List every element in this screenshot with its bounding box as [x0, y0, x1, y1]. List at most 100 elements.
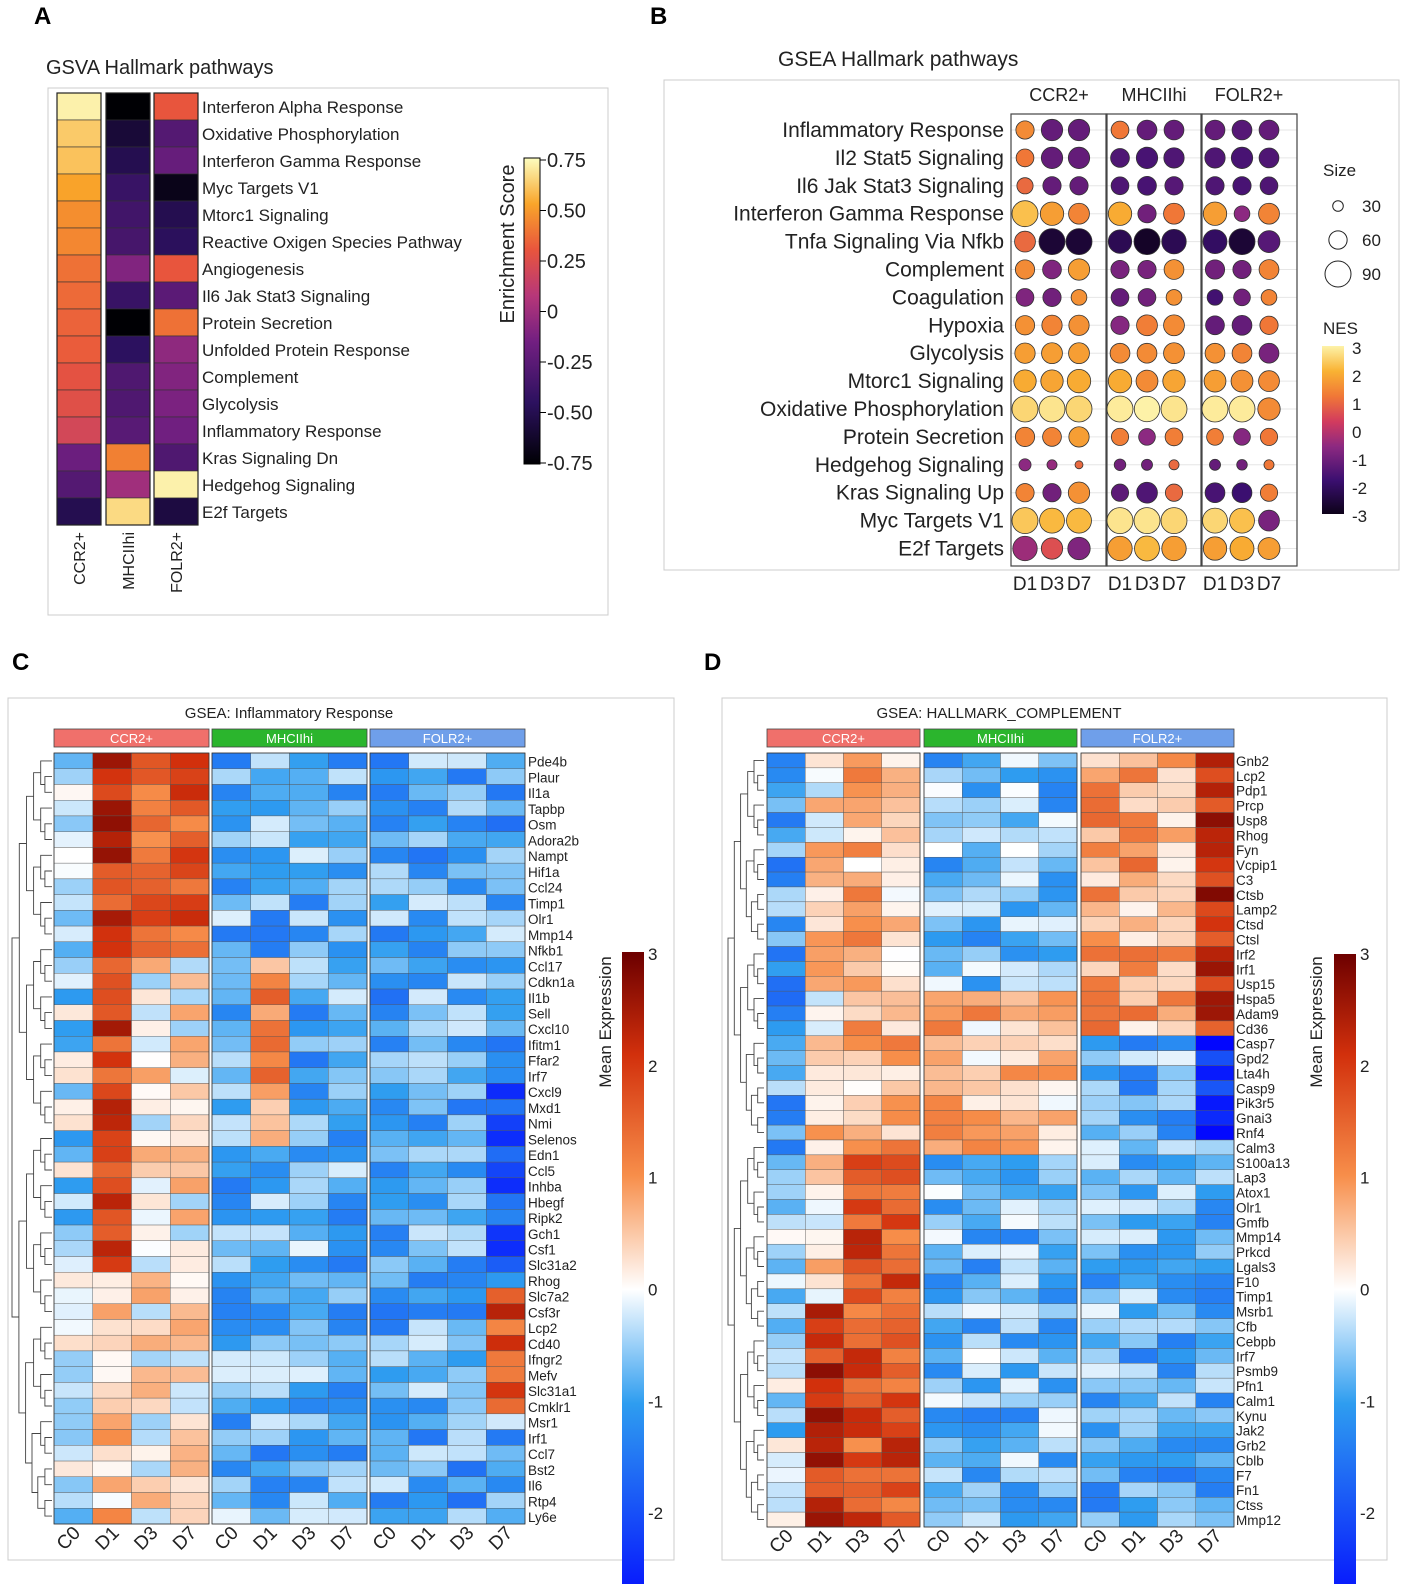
heatmap-cell	[56, 119, 102, 148]
heatmap-cell	[843, 1392, 882, 1409]
heatmap-cell	[447, 1476, 487, 1493]
facet-box	[1105, 113, 1203, 567]
column-label: FOLR2+	[169, 532, 186, 593]
heatmap-cell	[211, 1193, 251, 1210]
heatmap-cell	[105, 362, 151, 391]
heatmap-cell	[843, 1437, 882, 1453]
heatmap-cell	[211, 941, 251, 958]
heatmap-cell	[805, 797, 844, 813]
heatmap-cell	[328, 1303, 368, 1320]
gene-label: Nampt	[528, 849, 568, 864]
heatmap-cell	[1157, 886, 1196, 903]
heatmap-cell	[923, 1377, 963, 1394]
heatmap-cell	[369, 973, 409, 990]
dot	[1107, 229, 1133, 254]
gene-label: Cblb	[1236, 1453, 1264, 1468]
dendrogram-branch	[44, 776, 52, 793]
heatmap-cell	[92, 910, 132, 927]
heatmap-cell	[843, 856, 882, 873]
heatmap-cell	[1195, 1437, 1235, 1453]
heatmap-cell	[962, 1467, 1001, 1483]
heatmap-cell	[1038, 976, 1078, 992]
heatmap-cell	[92, 752, 132, 769]
dot	[1015, 288, 1035, 307]
heatmap-cell	[881, 1288, 921, 1304]
heatmap-cell	[153, 200, 199, 229]
heatmap-cell	[1119, 916, 1158, 932]
heatmap-cell	[1038, 1005, 1078, 1022]
heatmap-cell	[53, 1209, 93, 1226]
panel-a-title: GSVA Hallmark pathways	[46, 57, 274, 79]
heatmap-cell	[923, 827, 963, 843]
heatmap-cell	[1119, 1035, 1158, 1051]
gene-label: Osm	[528, 818, 557, 833]
dot	[1228, 395, 1256, 423]
heatmap-cell	[56, 497, 102, 526]
dot	[1202, 201, 1228, 226]
heatmap-cell	[486, 1209, 526, 1226]
heatmap-cell	[1195, 1124, 1235, 1141]
heatmap-cell	[962, 1020, 1001, 1036]
dot	[1110, 427, 1130, 446]
heatmap-cell	[486, 768, 526, 785]
heatmap-cell	[881, 1139, 921, 1156]
heatmap-cell	[408, 1256, 448, 1273]
dendrogram-branch	[753, 759, 764, 784]
heatmap-cell	[923, 1005, 963, 1022]
heatmap-cell	[131, 1413, 171, 1430]
dendrogram-branch	[11, 937, 20, 1318]
heatmap-cell	[1000, 916, 1039, 932]
heatmap-cell	[289, 1366, 329, 1383]
heatmap-cell	[250, 957, 290, 974]
heatmap-cell	[843, 1154, 882, 1170]
heatmap-cell	[1080, 1392, 1120, 1409]
heatmap-cell	[289, 1476, 329, 1493]
dot	[1041, 342, 1063, 365]
dendrogram-branch	[44, 1200, 52, 1218]
row-label: Kras Signaling Dn	[202, 449, 338, 468]
heatmap-cell	[923, 1169, 963, 1185]
heatmap-cell	[923, 1214, 963, 1230]
heatmap-cell	[881, 1020, 921, 1036]
heatmap-cell	[486, 1161, 526, 1179]
heatmap-cell	[1157, 782, 1196, 798]
heatmap-cell	[369, 1445, 409, 1462]
heatmap-cell	[805, 812, 844, 828]
dendrogram-branch	[44, 870, 52, 888]
heatmap-cell	[211, 1177, 251, 1194]
heatmap-cell	[170, 1492, 210, 1509]
dot	[1015, 120, 1035, 140]
heatmap-cell	[170, 1303, 210, 1320]
heatmap-cell	[447, 1460, 487, 1477]
heatmap-cell	[881, 1258, 921, 1275]
dot	[1259, 427, 1279, 446]
heatmap-cell	[881, 1169, 921, 1185]
heatmap-cell	[408, 1209, 448, 1226]
dot	[1258, 202, 1280, 225]
heatmap-cell	[843, 1035, 882, 1051]
dendrogram-branch	[747, 1158, 754, 1204]
dendrogram-branch	[40, 760, 52, 785]
heatmap-cell	[369, 878, 409, 895]
heatmap-cell	[1157, 1407, 1196, 1424]
dot	[1136, 314, 1158, 337]
heatmap-cell	[170, 910, 210, 927]
panel-d: GSEA: HALLMARK_COMPLEMENT CCR2+ MHCIIhi FO…	[721, 697, 1388, 1584]
heatmap-cell	[486, 1350, 526, 1367]
heatmap-cell	[1000, 767, 1039, 783]
gene-label: Cmklr1	[528, 1400, 571, 1415]
dot	[1067, 258, 1091, 281]
dot	[1231, 314, 1253, 336]
heatmap-cell	[328, 784, 368, 801]
heatmap-cell	[881, 1035, 921, 1051]
dot	[1230, 369, 1254, 393]
heatmap-cell	[328, 1067, 368, 1084]
dot	[1011, 507, 1039, 534]
gene-label: Fn1	[1236, 1483, 1259, 1498]
heatmap-cell	[923, 782, 963, 798]
heatmap-cell	[805, 1422, 844, 1438]
heatmap-cell	[1119, 886, 1158, 903]
heatmap-cell	[766, 1258, 806, 1275]
heatmap-cell	[962, 1318, 1001, 1334]
heatmap-cell	[328, 894, 368, 911]
